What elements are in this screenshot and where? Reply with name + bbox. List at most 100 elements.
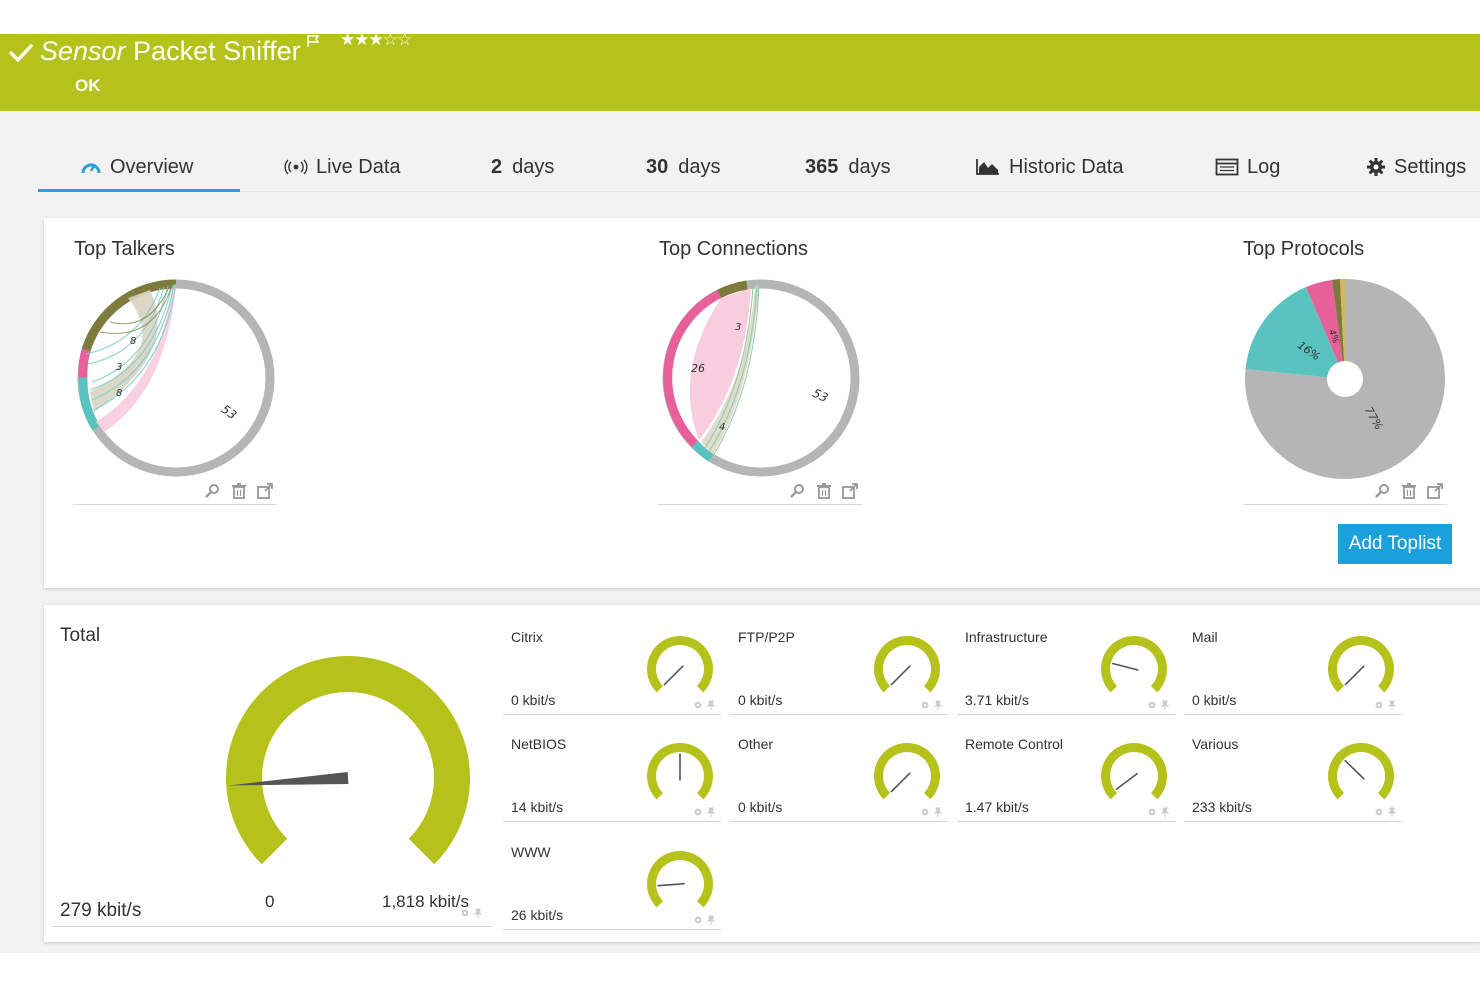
external-link-icon[interactable] xyxy=(840,481,860,501)
channel-mini-gauge xyxy=(647,851,713,908)
channel-divider xyxy=(503,929,721,930)
channel-name: FTP/P2P xyxy=(738,629,795,645)
check-icon xyxy=(9,44,33,62)
pin-icon[interactable] xyxy=(1160,807,1170,817)
top-talkers-actions xyxy=(203,481,275,501)
talker-label-53: 53 xyxy=(219,402,240,422)
tab-2-days[interactable]: 2 days xyxy=(491,143,554,191)
channel-gauge-needle xyxy=(1115,772,1138,791)
search-icon[interactable] xyxy=(788,481,808,501)
gear-icon[interactable] xyxy=(693,700,703,710)
top-connections-chord-chart[interactable]: 26 53 4 3 xyxy=(655,272,867,484)
channel-gauge: Citrix 0 kbit/s xyxy=(503,621,721,716)
pin-icon[interactable] xyxy=(1387,807,1397,817)
channel-mini-gauge xyxy=(1328,636,1394,693)
status-text: OK xyxy=(75,76,101,95)
search-icon[interactable] xyxy=(203,481,223,501)
sensor-title: Sensor Packet Sniffer xyxy=(40,36,301,67)
channel-gauge-needle xyxy=(1111,662,1139,671)
top-talkers-chord-chart[interactable]: 8 3 8 53 xyxy=(70,272,282,484)
chord-ring-teal xyxy=(78,377,100,431)
total-label: Total xyxy=(60,625,101,646)
gear-icon xyxy=(1366,157,1386,177)
pin-icon[interactable] xyxy=(473,908,483,918)
channel-mini-gauge xyxy=(647,636,713,693)
title-prefix: Sensor xyxy=(40,36,126,66)
channel-gauge-needle xyxy=(1344,665,1365,686)
channel-gauge-needle xyxy=(1344,759,1365,780)
top-protocols-donut-chart[interactable]: 77% 16% 4% xyxy=(1240,275,1450,485)
channel-mini-gauge xyxy=(1101,743,1167,800)
channel-name: Various xyxy=(1192,736,1239,752)
channel-value: 3.71 kbit/s xyxy=(965,692,1029,708)
channel-gauge: Various 233 kbit/s xyxy=(1184,728,1402,823)
tab-settings[interactable]: Settings xyxy=(1366,143,1466,191)
pin-icon[interactable] xyxy=(706,700,716,710)
channel-value: 0 kbit/s xyxy=(738,692,783,708)
priority-stars[interactable]: ★★★☆☆ xyxy=(340,30,412,49)
tab-30-days-label: days xyxy=(678,155,721,178)
connection-label-3: 3 xyxy=(735,322,741,333)
tab-overview[interactable]: Overview xyxy=(80,143,193,191)
tab-bar: Overview Live Data 2 days 30 days 365 da… xyxy=(38,143,1480,193)
channel-gauge-needle xyxy=(663,665,684,686)
channel-name: Citrix xyxy=(511,629,543,645)
total-value: 279 kbit/s xyxy=(60,900,142,921)
channel-gauge: Other 0 kbit/s xyxy=(730,728,948,823)
log-icon xyxy=(1215,158,1239,176)
channel-divider xyxy=(503,821,721,822)
area-chart-icon xyxy=(975,158,1001,176)
tab-settings-label: Settings xyxy=(1394,155,1467,178)
pin-icon[interactable] xyxy=(1160,700,1170,710)
gear-icon[interactable] xyxy=(693,915,703,925)
tab-historic-data[interactable]: Historic Data xyxy=(975,143,1123,191)
gear-icon[interactable] xyxy=(1374,700,1384,710)
pin-icon[interactable] xyxy=(706,915,716,925)
trash-icon[interactable] xyxy=(1399,481,1419,501)
trash-icon[interactable] xyxy=(814,481,834,501)
total-gauge-arc xyxy=(226,656,470,865)
trash-icon[interactable] xyxy=(229,481,249,501)
protocol-slice-olive xyxy=(1332,279,1345,379)
gear-icon[interactable] xyxy=(693,807,703,817)
channel-value: 0 kbit/s xyxy=(511,692,556,708)
channel-value: 26 kbit/s xyxy=(511,907,564,923)
tab-365-days[interactable]: 365 days xyxy=(805,143,891,191)
channel-value: 14 kbit/s xyxy=(511,799,564,815)
pin-icon[interactable] xyxy=(933,700,943,710)
channel-actions xyxy=(920,700,943,710)
chord-ring-pink xyxy=(663,289,722,448)
gear-icon[interactable] xyxy=(920,700,930,710)
channel-value: 233 kbit/s xyxy=(1192,799,1252,815)
toplist-divider xyxy=(1243,504,1447,505)
gear-icon[interactable] xyxy=(1147,807,1157,817)
channel-mini-gauge xyxy=(874,636,940,693)
external-link-icon[interactable] xyxy=(255,481,275,501)
gear-icon[interactable] xyxy=(460,908,470,918)
add-toplist-button[interactable]: Add Toplist xyxy=(1338,524,1452,564)
tab-log[interactable]: Log xyxy=(1215,143,1280,191)
channel-gauge: NetBIOS 14 kbit/s xyxy=(503,728,721,823)
tab-30-days-number: 30 xyxy=(646,155,669,178)
channel-gauge-arc xyxy=(1328,743,1394,800)
tab-live-data[interactable]: Live Data xyxy=(284,143,401,191)
pin-icon[interactable] xyxy=(933,807,943,817)
search-icon[interactable] xyxy=(1373,481,1393,501)
channel-name: NetBIOS xyxy=(511,736,567,752)
channel-value: 0 kbit/s xyxy=(1192,692,1237,708)
gear-icon[interactable] xyxy=(1374,807,1384,817)
external-link-icon[interactable] xyxy=(1425,481,1445,501)
flag-icon[interactable] xyxy=(306,34,322,48)
channel-divider xyxy=(730,714,948,715)
gear-icon[interactable] xyxy=(1147,700,1157,710)
channel-gauge: Mail 0 kbit/s xyxy=(1184,621,1402,716)
channel-gauge: Infrastructure 3.71 kbit/s xyxy=(957,621,1175,716)
channel-name: Mail xyxy=(1192,629,1218,645)
gear-icon[interactable] xyxy=(920,807,930,817)
channel-gauge-arc xyxy=(1328,636,1394,693)
pin-icon[interactable] xyxy=(1387,700,1397,710)
pin-icon[interactable] xyxy=(706,807,716,817)
channel-divider xyxy=(503,714,721,715)
title-name: Packet Sniffer xyxy=(133,36,301,66)
tab-30-days[interactable]: 30 days xyxy=(646,143,721,191)
